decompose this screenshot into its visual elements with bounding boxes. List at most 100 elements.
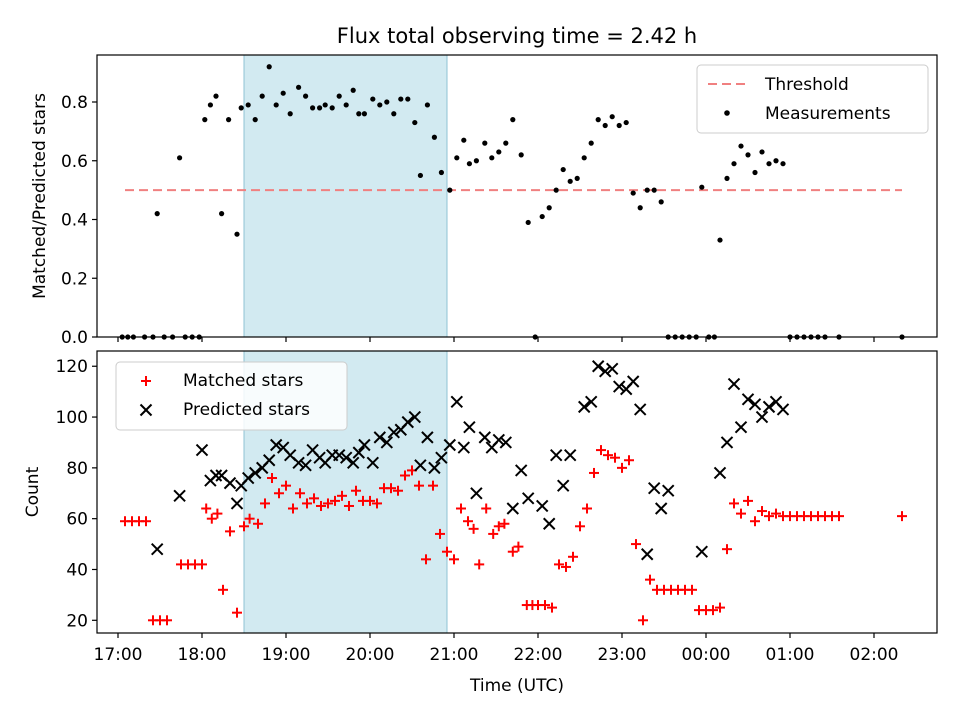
matched-star-point — [474, 559, 485, 570]
top-y-ticks: 0.0 0.2 0.4 0.6 0.8 — [61, 93, 97, 348]
predicted-star-point — [209, 469, 223, 482]
measurement-point — [417, 172, 423, 179]
legend-measurements-sample — [724, 110, 730, 116]
predicted-star-point — [549, 448, 563, 462]
predicted-star-point — [563, 448, 577, 462]
measurement-point — [609, 114, 615, 120]
matched-star-point — [218, 584, 228, 595]
measurement-point — [574, 175, 580, 181]
predicted-star-point — [535, 499, 549, 513]
matched-stars-points — [120, 445, 907, 626]
bottom-x-axis-label: Time (UTC) — [469, 676, 564, 696]
measurement-point — [398, 96, 404, 102]
predicted-star-point — [499, 436, 513, 449]
top-y-tick-label: 0.2 — [61, 269, 88, 289]
legend-measurements-label: Measurements — [765, 104, 891, 124]
matched-star-point — [337, 490, 347, 501]
matched-star-point — [736, 508, 746, 519]
measurement-point — [154, 211, 160, 217]
predicted-star-point — [358, 438, 371, 452]
chart-title: Flux total observing time = 2.42 h — [337, 24, 697, 48]
measurement-point — [510, 117, 516, 123]
predicted-star-point — [380, 436, 394, 449]
predicted-star-point — [421, 431, 434, 444]
measurement-point — [724, 175, 730, 181]
predicted-star-point — [401, 415, 415, 429]
predicted-star-point — [332, 448, 346, 462]
measurement-point — [560, 166, 566, 173]
matched-star-point — [253, 518, 263, 529]
predicted-star-point — [584, 395, 598, 409]
predicted-star-point — [695, 545, 709, 558]
matched-star-point — [834, 511, 844, 522]
matched-star-point — [414, 480, 424, 491]
bottom-y-axis-label: Count — [23, 466, 43, 517]
matched-star-point — [468, 523, 479, 534]
measurement-point — [329, 105, 335, 111]
top-y-axis-label: Matched/Predicted stars — [30, 93, 50, 299]
predicted-star-point — [373, 431, 387, 444]
predicted-star-point — [223, 476, 237, 490]
measurement-point — [391, 111, 397, 117]
measurement-point — [717, 237, 723, 243]
predicted-star-point — [443, 438, 457, 452]
predicted-star-point — [713, 466, 727, 480]
bottom-legend-box — [115, 361, 348, 431]
matched-star-point — [330, 495, 340, 506]
measurement-point — [296, 84, 302, 90]
matched-star-point — [309, 493, 319, 504]
predicted-star-point — [556, 479, 570, 492]
measurement-point — [630, 190, 636, 196]
measurement-point — [310, 105, 316, 111]
predicted-star-point — [173, 489, 186, 503]
measurement-point — [287, 111, 293, 117]
predicted-star-point — [647, 481, 661, 495]
predicted-star-point — [720, 436, 734, 449]
measurement-point — [405, 96, 411, 102]
matched-star-point — [708, 605, 718, 616]
predicted-star-point — [748, 398, 762, 411]
matched-star-point — [212, 508, 223, 519]
predicted-star-point — [352, 446, 366, 459]
predicted-star-point — [591, 360, 605, 373]
measurement-point — [177, 155, 183, 161]
measurement-point — [644, 187, 650, 193]
matched-star-point — [225, 526, 235, 537]
matched-star-point — [141, 516, 151, 527]
predicted-star-point — [492, 433, 506, 447]
predicted-star-point — [605, 362, 619, 375]
predicted-star-point — [598, 365, 612, 378]
matched-star-point — [547, 602, 557, 613]
measurement-point — [518, 152, 524, 158]
legend-x-marker — [139, 403, 153, 417]
predicted-star-point — [269, 438, 283, 452]
top-y-tick-label: 0.6 — [61, 152, 88, 172]
bottom-y-tick-label: 40 — [66, 560, 88, 580]
matched-star-point — [274, 488, 284, 499]
measurement-point — [384, 99, 390, 105]
measurement-point — [699, 184, 705, 190]
predicted-star-point — [514, 464, 528, 477]
predicted-star-point — [241, 471, 255, 485]
matched-star-point — [201, 503, 212, 514]
measurement-point — [525, 219, 531, 226]
matched-star-point — [568, 551, 578, 562]
measurement-point — [581, 155, 587, 161]
top-y-tick-label: 0.8 — [61, 93, 88, 113]
measurement-point — [773, 158, 779, 164]
measurement-point — [454, 155, 460, 161]
measurement-points — [119, 64, 905, 340]
bottom-x-tick-label: 01:00 — [766, 645, 815, 665]
predicted-star-point — [633, 403, 647, 416]
matched-star-point — [757, 506, 767, 517]
measurement-point — [219, 211, 225, 217]
measurement-point — [259, 93, 265, 99]
matched-star-point — [722, 544, 732, 555]
matched-star-point — [344, 500, 354, 511]
matched-star-point — [631, 539, 641, 550]
measurement-point — [252, 117, 258, 123]
measurement-point — [616, 122, 622, 129]
predicted-star-point — [428, 461, 441, 475]
bottom-y-tick-label: 20 — [66, 611, 88, 631]
